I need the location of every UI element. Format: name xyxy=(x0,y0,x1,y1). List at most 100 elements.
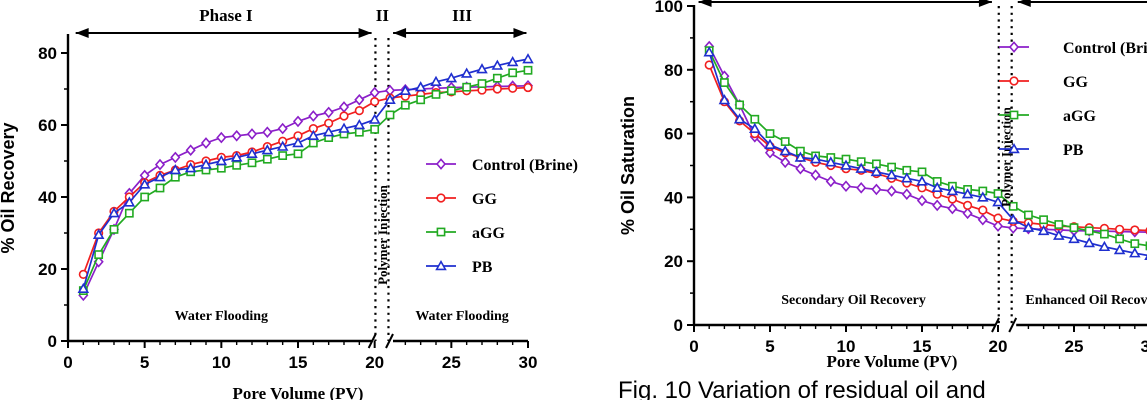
phase-1-arrow-head-left xyxy=(75,28,89,38)
recovery-point-pb xyxy=(108,207,120,218)
recovery-point-control-brine xyxy=(262,126,273,139)
recovery-point-pb xyxy=(292,136,304,148)
saturation-point-pb xyxy=(794,151,807,162)
recovery-legend: Control (Brine) GG aGG PB xyxy=(426,157,578,276)
saturation-legend: Control (Brine) GG aGG PB xyxy=(999,40,1147,159)
secondary-oil-recovery-label: Secondary Oil Recovery xyxy=(781,293,926,308)
recovery-point-control-brine xyxy=(354,93,365,106)
saturation-point-pb xyxy=(809,153,822,164)
saturation-y-axis-label: % Oil Saturation xyxy=(618,96,638,235)
polymer-injection-label: Polymer Injection xyxy=(375,184,390,285)
saturation-point-agg xyxy=(750,114,760,124)
recovery-point-pb xyxy=(276,140,289,151)
recovery-point-agg xyxy=(462,82,472,92)
recovery-point-pb xyxy=(506,55,519,67)
saturation-point-pb xyxy=(825,156,837,167)
recovery-point-pb xyxy=(184,162,197,173)
saturation-point-pb xyxy=(703,46,715,57)
saturation-point-gg xyxy=(1114,224,1125,234)
saturation-point-pb xyxy=(885,169,898,180)
recovery-point-pb xyxy=(307,129,320,140)
recovery-point-agg xyxy=(262,154,272,164)
recovery-point-agg xyxy=(140,192,150,202)
recovery-point-gg xyxy=(370,96,380,107)
saturation-point-pb xyxy=(1068,232,1080,244)
saturation-point-control-brine xyxy=(962,207,973,220)
saturation-point-agg xyxy=(1008,201,1018,211)
recovery-point-pb xyxy=(200,158,212,169)
recovery-point-agg xyxy=(232,160,242,170)
saturation-point-agg xyxy=(719,78,729,87)
recovery-y-tick-label: 0 xyxy=(48,332,57,351)
legend-label-agg: aGG xyxy=(1063,108,1096,125)
recovery-point-agg xyxy=(170,172,180,182)
saturation-point-pb xyxy=(840,159,852,170)
recovery-point-control-brine xyxy=(154,158,166,171)
saturation-point-pb xyxy=(916,175,928,186)
recovery-point-agg xyxy=(492,73,502,83)
saturation-point-agg xyxy=(1130,239,1140,249)
recovery-y-axis-label: % Oil Recovery xyxy=(0,122,18,253)
saturation-x-tick-label: 0 xyxy=(689,337,698,356)
saturation-x-axis-label: Pore Volume (PV) xyxy=(827,352,958,371)
recovery-point-agg xyxy=(354,127,364,137)
saturation-point-control-brine xyxy=(1008,222,1019,234)
saturation-x-tick-label: 25 xyxy=(1065,337,1084,356)
saturation-point-pb xyxy=(718,94,731,105)
recovery-point-agg xyxy=(400,100,410,110)
legend-label-agg: aGG xyxy=(472,225,505,242)
recovery-point-control-brine xyxy=(185,144,196,157)
saturation-point-pb xyxy=(779,145,791,156)
recovery-point-agg xyxy=(216,163,226,173)
recovery-point-control-brine xyxy=(170,151,181,164)
saturation-point-control-brine xyxy=(932,199,943,212)
recovery-point-pb xyxy=(353,118,366,130)
saturation-point-agg xyxy=(1084,226,1094,236)
recovery-point-pb xyxy=(384,93,396,104)
saturation-panel: 0 20 40 60 80 100 0 5 10 15 20 25 30 Pore Volume (PV)… xyxy=(618,0,1147,371)
saturation-point-pb xyxy=(1053,229,1065,240)
saturation-point-control-brine xyxy=(856,182,867,194)
recovery-point-gg xyxy=(324,118,334,128)
saturation-point-gg xyxy=(947,194,958,204)
legend-marker-agg xyxy=(436,227,446,237)
phase-2-label: II xyxy=(376,6,390,25)
recovery-x-tick-label: 0 xyxy=(63,353,72,372)
water-flooding-label-2: Water Flooding xyxy=(415,309,508,324)
figure-caption: Fig. 10 Variation of residual oil and xyxy=(618,377,986,400)
saturation-point-pb xyxy=(1022,221,1035,232)
saturation-point-pb xyxy=(1037,224,1050,236)
recovery-point-gg xyxy=(523,82,533,93)
recovery-point-agg xyxy=(523,65,533,75)
recovery-series-pb xyxy=(77,53,534,294)
recovery-point-agg xyxy=(155,183,165,193)
recovery-x-tick-label: 30 xyxy=(519,353,538,372)
legend-marker-gg xyxy=(1009,76,1019,86)
recovery-point-control-brine xyxy=(308,110,319,122)
recovery-point-pb xyxy=(123,196,136,207)
saturation-point-control-brine xyxy=(916,194,928,207)
recovery-point-gg xyxy=(508,83,518,93)
saturation-point-pb xyxy=(946,184,959,196)
recovery-point-control-brine xyxy=(246,128,258,140)
recovery-point-agg xyxy=(446,86,456,96)
recovery-point-control-brine xyxy=(200,137,212,149)
legend-marker-pb xyxy=(435,259,447,271)
saturation-point-control-brine xyxy=(977,213,988,226)
recovery-series-line-pb xyxy=(82,58,529,290)
saturation-point-control-brine xyxy=(886,185,897,197)
recovery-point-gg xyxy=(492,84,502,94)
recovery-point-pb xyxy=(261,144,274,155)
recovery-point-gg xyxy=(354,105,364,116)
recovery-point-pb xyxy=(154,171,166,182)
saturation-series-agg xyxy=(704,46,1147,251)
saturation-y-tick-label: 100 xyxy=(655,0,683,16)
recovery-x-tick-label: 25 xyxy=(442,353,461,372)
recovery-x-tick-label: 20 xyxy=(365,353,384,372)
recovery-x-tick-label: 15 xyxy=(289,353,308,372)
phase-1-arrow-head-right xyxy=(358,28,372,38)
recovery-point-agg xyxy=(308,138,318,148)
saturation-point-control-brine xyxy=(810,169,821,181)
saturation-point-control-brine xyxy=(780,156,791,169)
saturation-axis-break-1 xyxy=(991,317,1000,333)
